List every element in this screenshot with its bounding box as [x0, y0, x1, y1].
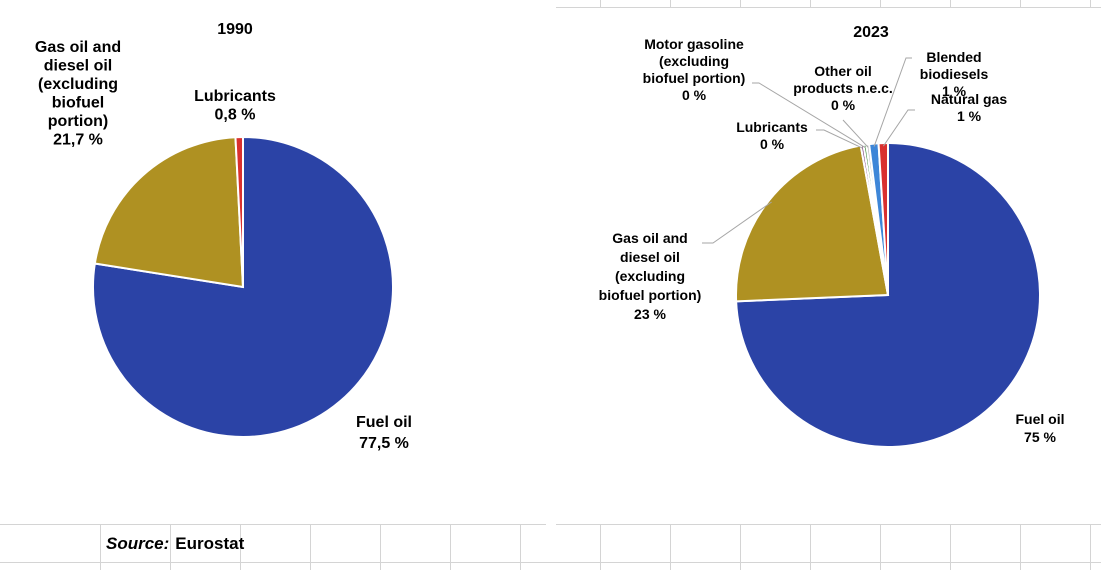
pie-2023-leader-line	[702, 201, 772, 244]
source-value: Eurostat	[175, 534, 245, 553]
pie-chart-1990: 1990 Fuel oil 77,5 % Gas oil and diesel oil…	[35, 21, 412, 452]
source-note: Source: Eurostat	[106, 534, 244, 554]
pie-1990-slice-lubricants	[234, 135, 244, 288]
pie-2023-leader-line	[842, 119, 869, 148]
source-label: Source:	[106, 534, 170, 553]
pie-chart-2023: 2023 Fuel oil 75 % Gas oil and diesel oil (e…	[599, 24, 1065, 448]
pie-2023-leader-line	[816, 129, 863, 149]
pie-2023-label-lubricants: Lubricants 0 %	[736, 119, 808, 152]
pie-1990-label-fuel-oil: Fuel oil 77,5 %	[356, 414, 412, 452]
pie-2023-leader-line	[882, 109, 915, 147]
pie-2023-slice-gas-oil-and-diesel-oil-excluding-biofuel-portion	[735, 144, 890, 303]
pie-1990-slice-gas-oil-and-diesel-oil-excluding-biofuel-portion	[93, 136, 245, 289]
pie-2023-label-blended-biodiesels: Blended biodiesels 1 %	[920, 49, 989, 99]
pie-2023-label-fuel-oil: Fuel oil 75 %	[1016, 411, 1065, 445]
pie-2023-slice-natural-gas	[877, 141, 889, 296]
chart-title-2023: 2023	[853, 24, 889, 41]
pie-2023-leader-line	[873, 57, 912, 147]
pie-2023-label-natural-gas: Natural gas 1 %	[931, 91, 1007, 124]
pie-2023-label-other-oil-products-n-e-c: Other oil products n.e.c. 0 %	[793, 63, 893, 113]
chart-title-1990: 1990	[217, 21, 253, 38]
pie-2023-label-motor-gasoline-excluding-biofuel-portion: Motor gasoline (excluding biofuel portion)…	[643, 36, 746, 103]
pie-2023-label-gas-oil-and-diesel-oil-excluding-biofuel-portion: Gas oil and diesel oil (excluding biofuel p…	[599, 230, 702, 322]
pie-1990-label-lubricants: Lubricants 0,8 %	[194, 88, 276, 124]
pie-1990-label-gas-oil-and-diesel-oil-excluding-biofuel-portion: Gas oil and diesel oil (excluding biofuel po…	[35, 39, 121, 149]
pie-2023-leader-line	[752, 82, 866, 149]
